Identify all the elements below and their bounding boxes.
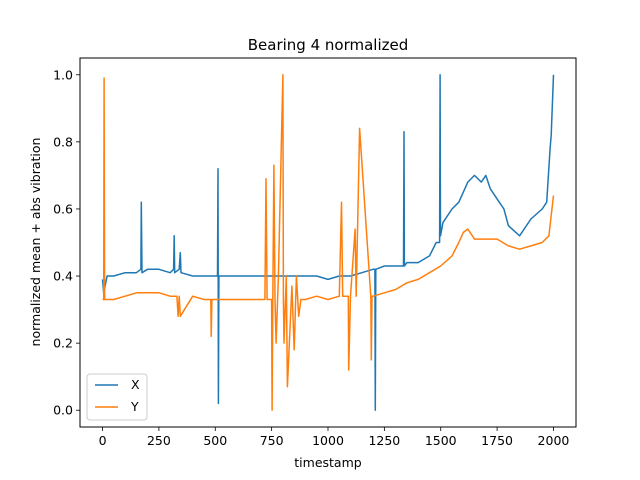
x-tick-label: 1500 <box>425 433 457 448</box>
y-tick-label: 0.0 <box>53 403 73 418</box>
x-tick-label: 750 <box>260 433 284 448</box>
legend: X Y <box>86 373 148 421</box>
y-axis: 0.0 0.2 0.4 0.6 0.8 1.0 <box>53 67 80 418</box>
plot-area <box>101 74 555 411</box>
x-tick-label: 1000 <box>312 433 344 448</box>
x-tick-label: 1750 <box>481 433 513 448</box>
x-tick-label: 500 <box>203 433 227 448</box>
x-axis-label: timestamp <box>294 455 361 470</box>
x-tick-label: 2000 <box>538 433 570 448</box>
series-line-y <box>102 74 555 411</box>
y-tick-label: 0.6 <box>53 201 73 216</box>
series-line-x <box>101 74 555 411</box>
legend-label-x: X <box>131 377 140 392</box>
x-axis: 0 250 500 750 1000 1250 1500 1750 2000 <box>99 427 570 448</box>
x-tick-label: 1250 <box>368 433 400 448</box>
chart-title: Bearing 4 normalized <box>248 36 409 54</box>
y-axis-label: normalized mean + abs vibration <box>28 138 43 347</box>
y-tick-label: 0.2 <box>53 336 73 351</box>
x-tick-label: 0 <box>99 433 107 448</box>
y-tick-label: 0.4 <box>53 269 73 284</box>
y-tick-label: 1.0 <box>53 67 73 82</box>
legend-label-y: Y <box>130 399 139 414</box>
y-tick-label: 0.8 <box>53 134 73 149</box>
x-tick-label: 250 <box>147 433 171 448</box>
